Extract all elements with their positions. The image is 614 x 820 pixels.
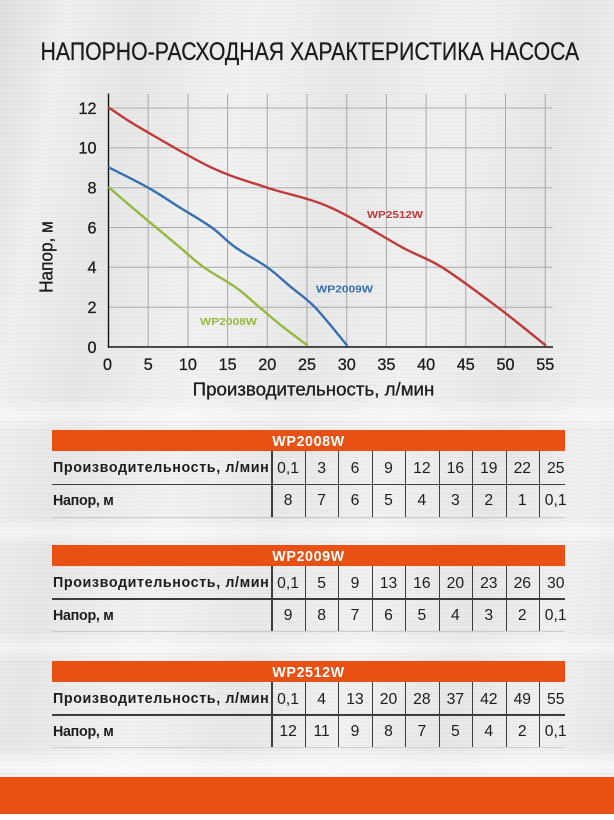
svg-text:10: 10 <box>179 356 197 374</box>
svg-text:12: 12 <box>78 100 96 118</box>
svg-text:15: 15 <box>219 356 237 374</box>
svg-text:50: 50 <box>496 356 514 374</box>
svg-text:10: 10 <box>78 140 96 158</box>
svg-text:2: 2 <box>87 299 96 317</box>
svg-text:WP2008W: WP2008W <box>200 316 257 328</box>
svg-text:0: 0 <box>103 356 112 374</box>
svg-text:6: 6 <box>87 219 96 237</box>
svg-text:20: 20 <box>258 356 276 374</box>
svg-text:35: 35 <box>377 356 395 374</box>
svg-text:Производительность, л/мин: Производительность, л/мин <box>193 379 435 399</box>
svg-text:45: 45 <box>457 356 475 374</box>
svg-text:Напор, м: Напор, м <box>37 221 57 293</box>
svg-text:30: 30 <box>338 356 356 374</box>
svg-text:8: 8 <box>87 180 96 198</box>
svg-text:5: 5 <box>144 356 153 374</box>
svg-text:25: 25 <box>298 356 316 374</box>
svg-text:55: 55 <box>536 356 554 374</box>
svg-text:0: 0 <box>87 339 96 357</box>
svg-text:WP2512W: WP2512W <box>367 209 423 221</box>
svg-text:WP2009W: WP2009W <box>316 284 373 296</box>
svg-text:4: 4 <box>87 259 96 277</box>
svg-text:40: 40 <box>417 356 435 374</box>
